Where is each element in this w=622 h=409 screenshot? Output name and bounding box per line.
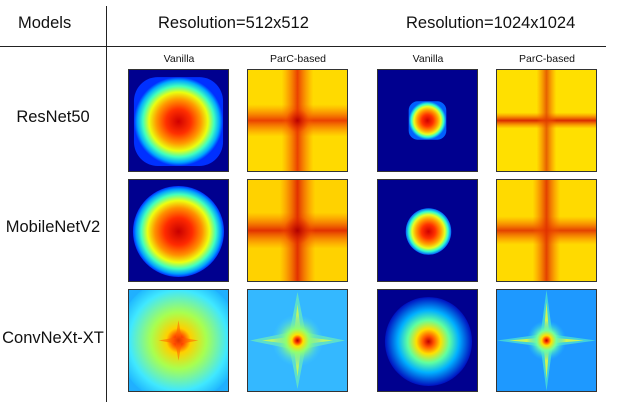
row-label-mobilenetv2: MobileNetV2 <box>5 218 101 236</box>
subheader-vanilla-1024: Vanilla <box>412 53 444 65</box>
convnext-xt-parc-1024-map <box>496 289 597 392</box>
subheader-parc-512: ParC-based <box>269 53 327 65</box>
column-divider <box>106 6 107 402</box>
mobilenetv2-vanilla-512-map <box>128 179 229 282</box>
row-label-convnext-xt: ConvNeXt-XT <box>2 329 104 347</box>
resnet50-vanilla-1024-map <box>377 69 478 172</box>
mobilenetv2-vanilla-1024-map <box>377 179 478 282</box>
mobilenetv2-parc-512-map <box>247 179 348 282</box>
subheader-parc-1024: ParC-based <box>518 53 576 65</box>
convnext-xt-parc-512-map <box>247 289 348 392</box>
convnext-xt-vanilla-1024-map <box>377 289 478 392</box>
resnet50-parc-1024-map <box>496 69 597 172</box>
resolution-512-header: Resolution=512x512 <box>158 14 309 32</box>
resnet50-parc-512-map <box>247 69 348 172</box>
resolution-1024-header: Resolution=1024x1024 <box>406 14 576 32</box>
row-label-resnet50: ResNet50 <box>16 108 90 126</box>
mobilenetv2-parc-1024-map <box>496 179 597 282</box>
models-header: Models <box>18 14 72 32</box>
convnext-xt-vanilla-512-map <box>128 289 229 392</box>
subheader-vanilla-512: Vanilla <box>163 53 195 65</box>
header-divider <box>0 46 606 47</box>
resnet50-vanilla-512-map <box>128 69 229 172</box>
